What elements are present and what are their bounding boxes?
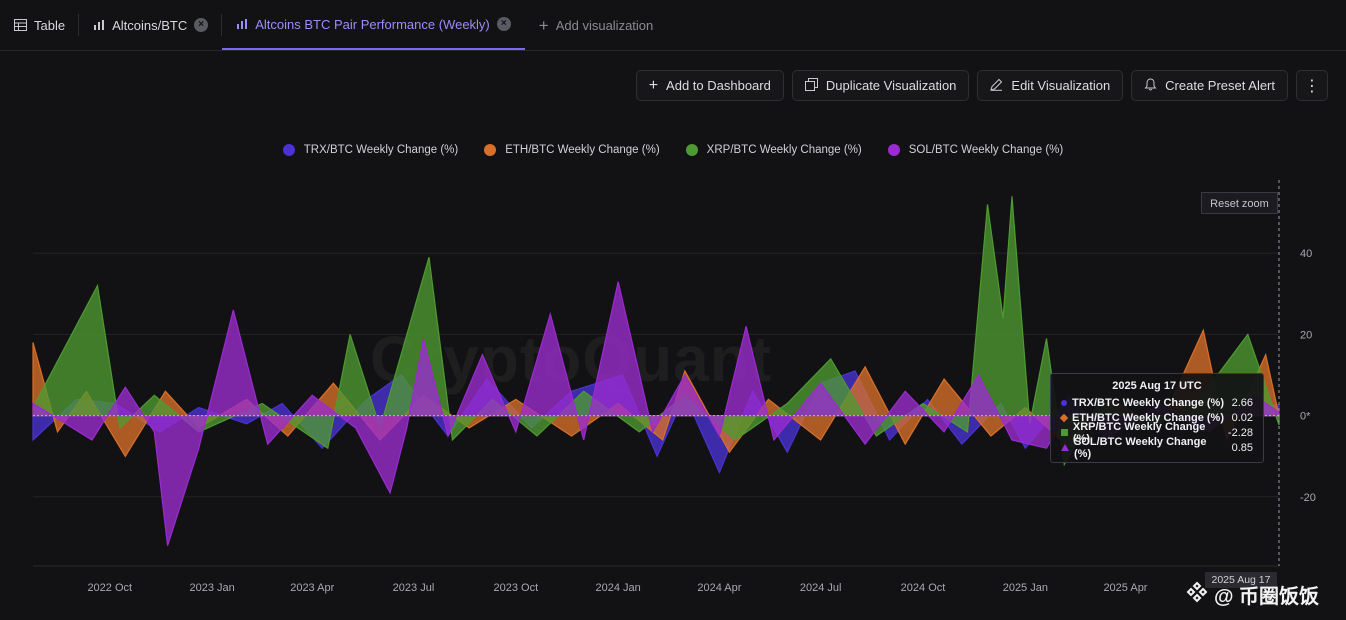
- tooltip-label: XRP/BTC Weekly Change (%): [1072, 420, 1206, 445]
- copy-icon: [804, 77, 818, 94]
- tab-label: Add visualization: [555, 17, 654, 33]
- y-tick-label: 20: [1300, 329, 1312, 341]
- button-label: Edit Visualization: [1011, 78, 1111, 93]
- tab-bar: Table Altcoins/BTC × Altcoins BTC Pair P…: [0, 0, 1346, 51]
- x-axis: 2022 Oct 2023 Jan 2023 Apr 2023 Jul 2023 Oct…: [87, 582, 1147, 594]
- tooltip-value: 2.66: [1231, 396, 1253, 409]
- plus-icon: +: [648, 76, 659, 94]
- legend-item-trx[interactable]: TRX/BTC Weekly Change (%): [282, 144, 459, 156]
- visualization-toolbar: + Add to Dashboard Duplicate Visualizati…: [635, 70, 1328, 101]
- x-tick-label: 2023 Jul: [393, 582, 435, 594]
- diamond-logo-icon: [1186, 581, 1208, 609]
- close-icon[interactable]: ×: [496, 17, 511, 31]
- plus-icon: +: [538, 15, 549, 35]
- legend-item-eth[interactable]: ETH/BTC Weekly Change (%): [484, 144, 660, 156]
- pencil-icon: [990, 78, 1003, 94]
- x-tick-label: 2025 Jan: [1003, 582, 1048, 594]
- button-label: Duplicate Visualization: [825, 78, 957, 93]
- edit-visualization-button[interactable]: Edit Visualization: [977, 70, 1124, 101]
- create-preset-alert-button[interactable]: Create Preset Alert: [1131, 70, 1288, 101]
- tooltip-label: SOL/BTC Weekly Change (%): [1074, 435, 1207, 460]
- legend-label: TRX/BTC Weekly Change (%): [303, 144, 459, 156]
- tab-divider: [221, 14, 223, 36]
- x-tick-label: 2024 Apr: [697, 582, 741, 594]
- bar-chart-icon: [93, 19, 105, 31]
- tooltip-value: 0.02: [1231, 411, 1253, 424]
- add-visualization-tab[interactable]: + Add visualization: [525, 0, 668, 50]
- tab-label: Table: [34, 17, 66, 33]
- x-tick-label: 2023 Oct: [494, 582, 539, 594]
- tab-label: Altcoins BTC Pair Performance (Weekly): [255, 16, 490, 32]
- square-marker-icon: [1061, 429, 1068, 436]
- corner-watermark-text: @ 币圈饭饭: [1214, 586, 1320, 608]
- legend-item-sol[interactable]: SOL/BTC Weekly Change (%): [887, 144, 1064, 156]
- duplicate-visualization-button[interactable]: Duplicate Visualization: [791, 70, 970, 101]
- reset-zoom-button[interactable]: Reset zoom: [1201, 192, 1278, 214]
- crosshair-date-label: 2025 Aug 17: [1205, 572, 1277, 588]
- legend-label: XRP/BTC Weekly Change (%): [706, 144, 862, 156]
- tab-altcoins-btc-pair-performance[interactable]: Altcoins BTC Pair Performance (Weekly) ×: [222, 0, 525, 50]
- legend-dot-icon: [484, 144, 497, 156]
- y-tick-label: -20: [1300, 492, 1316, 504]
- bell-icon: [1144, 77, 1157, 94]
- x-tick-label: 2023 Apr: [290, 582, 334, 594]
- table-icon: [14, 19, 27, 31]
- x-tick-label: 2024 Jul: [800, 582, 842, 594]
- tooltip-label: TRX/BTC Weekly Change (%): [1072, 396, 1224, 409]
- x-tick-label: 2025 Apr: [1103, 582, 1147, 594]
- chart-tooltip: 2025 Aug 17 UTC TRX/BTC Weekly Change (%…: [1050, 373, 1264, 463]
- tooltip-row-eth: ETH/BTC Weekly Change (%) 0.02: [1059, 410, 1253, 425]
- tooltip-row-trx: TRX/BTC Weekly Change (%) 2.66: [1061, 395, 1253, 410]
- x-tick-label: 2024 Jan: [596, 582, 641, 594]
- tooltip-row-sol: SOL/BTC Weekly Change (%) 0.85: [1061, 436, 1253, 460]
- corner-watermark: @ 币圈饭饭: [1186, 580, 1319, 609]
- close-icon[interactable]: ×: [194, 18, 209, 32]
- y-tick-label: 40: [1300, 248, 1312, 260]
- x-tick-label: 2024 Oct: [901, 582, 946, 594]
- legend-label: ETH/BTC Weekly Change (%): [505, 144, 660, 156]
- triangle-marker-icon: [1061, 444, 1069, 451]
- bar-chart-icon: [236, 18, 248, 30]
- legend-label: SOL/BTC Weekly Change (%): [908, 144, 1064, 156]
- tooltip-row-xrp: XRP/BTC Weekly Change (%) -2.28: [1061, 421, 1253, 445]
- more-options-button[interactable]: ⋮: [1296, 70, 1328, 101]
- legend-dot-icon: [282, 144, 295, 156]
- tab-altcoins-btc[interactable]: Altcoins/BTC ×: [79, 0, 223, 50]
- chart-overlay: [33, 180, 1280, 566]
- tooltip-title: 2025 Aug 17 UTC: [1112, 380, 1202, 392]
- tab-divider: [78, 14, 80, 36]
- legend-dot-icon: [685, 144, 698, 156]
- legend-item-xrp[interactable]: XRP/BTC Weekly Change (%): [685, 144, 862, 156]
- tooltip-value: -2.28: [1227, 426, 1253, 439]
- circle-marker-icon: [1061, 399, 1067, 406]
- tooltip-label: ETH/BTC Weekly Change (%): [1072, 411, 1224, 424]
- area-chart[interactable]: 2022 Oct 2023 Jan 2023 Apr 2023 Jul 2023 Oct…: [0, 170, 1346, 600]
- button-label: Add to Dashboard: [666, 78, 771, 93]
- button-label: Create Preset Alert: [1165, 78, 1275, 93]
- x-tick-label: 2022 Oct: [87, 582, 132, 594]
- x-tick-label: 2023 Jan: [189, 582, 234, 594]
- tab-label: Altcoins/BTC: [112, 17, 188, 33]
- more-vertical-icon: ⋮: [1304, 77, 1320, 95]
- chart-series: [32, 196, 1280, 546]
- y-axis: 40 20 0* -20: [1300, 248, 1316, 504]
- diamond-marker-icon: [1059, 413, 1069, 422]
- add-to-dashboard-button[interactable]: + Add to Dashboard: [635, 70, 784, 101]
- tooltip-value: 0.85: [1231, 441, 1253, 454]
- y-tick-label: 0*: [1300, 411, 1311, 423]
- chart-legend: TRX/BTC Weekly Change (%) ETH/BTC Weekly…: [0, 144, 1346, 156]
- legend-dot-icon: [887, 144, 900, 156]
- tab-table[interactable]: Table: [0, 0, 80, 50]
